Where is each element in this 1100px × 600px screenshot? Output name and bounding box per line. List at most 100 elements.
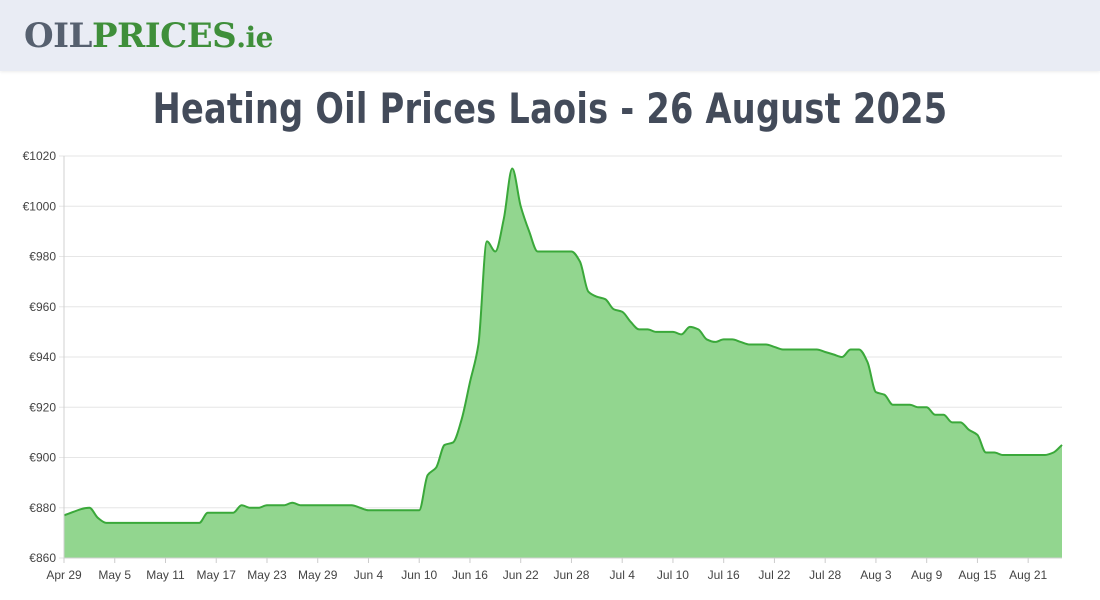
data-point xyxy=(941,412,947,418)
x-tick-label: Aug 9 xyxy=(911,568,943,582)
y-tick-label: €860 xyxy=(29,551,56,565)
data-point xyxy=(230,510,236,516)
data-point xyxy=(822,349,828,355)
data-point xyxy=(349,502,355,508)
data-point xyxy=(763,341,769,347)
data-point xyxy=(856,346,862,352)
data-point xyxy=(281,502,287,508)
data-point xyxy=(459,417,465,423)
data-point xyxy=(526,228,532,234)
data-point xyxy=(746,341,752,347)
data-point xyxy=(915,404,921,410)
data-point xyxy=(729,336,735,342)
data-point xyxy=(907,402,913,408)
page-title: Heating Oil Prices Laois - 26 August 202… xyxy=(152,84,948,133)
data-point xyxy=(222,510,228,516)
data-point xyxy=(323,502,329,508)
data-point xyxy=(890,402,896,408)
data-point xyxy=(61,512,67,518)
data-point xyxy=(983,449,989,455)
x-tick-label: Jun 16 xyxy=(452,568,488,582)
data-point xyxy=(974,432,980,438)
x-tick-label: May 17 xyxy=(197,568,237,582)
data-point xyxy=(552,248,558,254)
data-point xyxy=(467,379,473,385)
data-point xyxy=(653,329,659,335)
data-point xyxy=(543,248,549,254)
data-point xyxy=(848,346,854,352)
site-logo[interactable]: OILPRICES.ie xyxy=(24,14,273,60)
x-tick-label: Apr 29 xyxy=(46,568,82,582)
data-point xyxy=(450,439,456,445)
x-tick-label: Jul 4 xyxy=(610,568,636,582)
x-axis-ticks: Apr 29 May 5 May 11 May 17 May 23 May 29 Jun 4… xyxy=(46,568,1047,582)
data-point xyxy=(619,309,625,315)
data-point xyxy=(425,472,431,478)
y-tick-label: €940 xyxy=(29,350,56,364)
x-tick-label: Jun 4 xyxy=(354,568,384,582)
data-point xyxy=(949,419,955,425)
x-tick-label: Jun 10 xyxy=(401,568,437,582)
x-tick-label: Jul 28 xyxy=(809,568,841,582)
data-point xyxy=(1059,442,1065,448)
data-point xyxy=(831,351,837,357)
data-point xyxy=(365,507,371,513)
data-point xyxy=(484,238,490,244)
y-tick-label: €960 xyxy=(29,300,56,314)
data-point xyxy=(501,216,507,222)
data-point xyxy=(442,442,448,448)
x-tick-label: Aug 3 xyxy=(860,568,892,582)
data-point xyxy=(357,505,363,511)
data-point xyxy=(247,505,253,511)
data-point xyxy=(864,359,870,365)
data-point xyxy=(433,465,439,471)
data-point xyxy=(256,505,262,511)
x-tick-label: May 5 xyxy=(98,568,131,582)
data-point xyxy=(738,339,744,345)
data-point xyxy=(611,306,617,312)
y-tick-label: €900 xyxy=(29,451,56,465)
y-tick-label: €980 xyxy=(29,250,56,264)
data-point xyxy=(966,427,972,433)
data-point xyxy=(340,502,346,508)
y-tick-label: €920 xyxy=(29,400,56,414)
y-tick-label: €1020 xyxy=(23,149,57,163)
data-point xyxy=(678,331,684,337)
chart-area-layer xyxy=(63,167,1063,558)
data-point xyxy=(568,248,574,254)
data-point xyxy=(873,389,879,395)
x-tick-label: May 11 xyxy=(146,568,185,582)
data-point xyxy=(670,329,676,335)
data-point xyxy=(602,296,608,302)
data-point xyxy=(932,412,938,418)
x-tick-label: May 29 xyxy=(298,568,338,582)
data-point xyxy=(881,392,887,398)
data-point xyxy=(492,248,498,254)
data-point xyxy=(95,515,101,521)
y-tick-label: €880 xyxy=(29,501,56,515)
data-point xyxy=(814,346,820,352)
x-tick-label: Aug 15 xyxy=(958,568,996,582)
logo-text-tld: .ie xyxy=(236,21,273,54)
data-point xyxy=(272,502,278,508)
data-point xyxy=(1000,452,1006,458)
data-point xyxy=(509,166,515,172)
data-point xyxy=(594,294,600,300)
series-area-fill xyxy=(64,168,1062,558)
data-point xyxy=(103,520,109,526)
data-point xyxy=(797,346,803,352)
data-point xyxy=(264,502,270,508)
data-point xyxy=(636,326,642,332)
data-point xyxy=(577,259,583,265)
data-point xyxy=(924,404,930,410)
data-point xyxy=(991,449,997,455)
data-point xyxy=(475,341,481,347)
data-point xyxy=(535,248,541,254)
data-point xyxy=(213,510,219,516)
data-point xyxy=(1042,452,1048,458)
data-point xyxy=(399,507,405,513)
data-point xyxy=(518,203,524,209)
data-point xyxy=(196,520,202,526)
data-point xyxy=(721,336,727,342)
